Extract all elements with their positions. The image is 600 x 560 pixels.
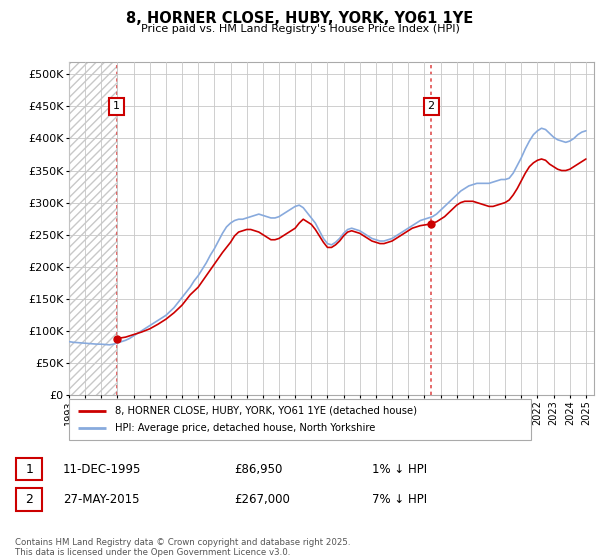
Text: 11-DEC-1995: 11-DEC-1995	[63, 463, 142, 476]
Text: 2: 2	[25, 493, 34, 506]
Text: HPI: Average price, detached house, North Yorkshire: HPI: Average price, detached house, Nort…	[115, 423, 376, 433]
Text: 1: 1	[113, 101, 120, 111]
Text: 27-MAY-2015: 27-MAY-2015	[63, 493, 139, 506]
Text: 8, HORNER CLOSE, HUBY, YORK, YO61 1YE (detached house): 8, HORNER CLOSE, HUBY, YORK, YO61 1YE (d…	[115, 405, 417, 416]
Text: £86,950: £86,950	[234, 463, 283, 476]
Text: 2: 2	[428, 101, 435, 111]
Text: 7% ↓ HPI: 7% ↓ HPI	[372, 493, 427, 506]
Text: Contains HM Land Registry data © Crown copyright and database right 2025.
This d: Contains HM Land Registry data © Crown c…	[15, 538, 350, 557]
Text: 8, HORNER CLOSE, HUBY, YORK, YO61 1YE: 8, HORNER CLOSE, HUBY, YORK, YO61 1YE	[127, 11, 473, 26]
Text: £267,000: £267,000	[234, 493, 290, 506]
Text: Price paid vs. HM Land Registry's House Price Index (HPI): Price paid vs. HM Land Registry's House …	[140, 24, 460, 34]
Text: 1: 1	[25, 463, 34, 476]
Text: 1% ↓ HPI: 1% ↓ HPI	[372, 463, 427, 476]
